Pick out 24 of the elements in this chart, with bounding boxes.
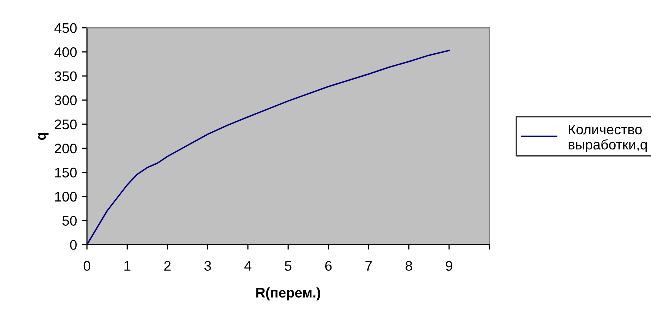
x-tick-label: 6 [325, 261, 332, 272]
x-tick-label: 2 [164, 261, 171, 271]
x-tick-label: 3 [204, 261, 212, 272]
y-axis-title: q [38, 133, 49, 140]
x-tick-label: 1 [124, 261, 131, 271]
x-tick-label: 9 [446, 261, 453, 272]
y-tick-label: 50 [62, 216, 77, 226]
x-tick-label: 8 [406, 261, 412, 272]
y-tick-label: 250 [55, 120, 77, 130]
x-tick-label: 4 [244, 261, 252, 271]
y-tick-label: 200 [55, 144, 77, 154]
y-tick-label: 400 [54, 47, 77, 58]
y-tick-label: 100 [55, 192, 77, 202]
line-series [87, 50, 450, 245]
x-tick-label: 7 [366, 261, 372, 271]
y-tick-label: 350 [54, 72, 77, 82]
x-axis-title: R(перем.) [256, 288, 320, 301]
x-tick-label: 5 [285, 261, 292, 272]
y-tick-label: 300 [54, 96, 77, 106]
y-tick-label: 150 [55, 168, 77, 178]
y-tick-label: 0 [70, 240, 77, 250]
y-tick-label: 450 [54, 23, 77, 34]
legend-label: Количество выработки,q [568, 124, 648, 153]
x-tick-label: 0 [84, 261, 91, 272]
